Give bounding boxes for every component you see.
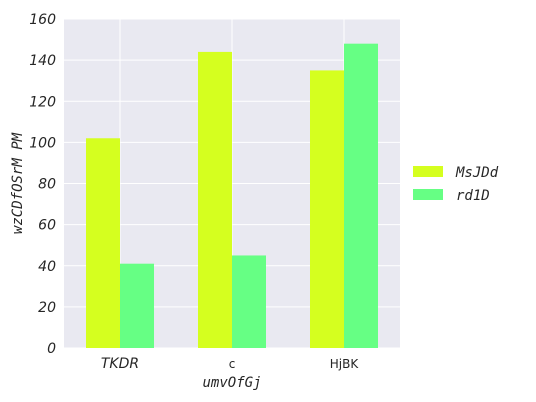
bar-rd1D-HjBK [344,43,378,349]
y-tick-label: 120 [29,94,56,110]
y-tick-label: 80 [38,177,56,193]
x-tick-label: c [229,357,236,371]
legend: MsJDd rd1D [413,165,499,204]
bar-rd1D-c [232,255,266,348]
bar-MsJDd-c [198,51,232,349]
y-axis-ticks: 0 20 40 60 80 100 120 140 160 [29,12,56,357]
bar-MsJDd-HjBK [310,70,344,348]
y-tick-label: 160 [29,12,56,28]
y-tick-label: 0 [47,341,56,357]
bar-rd1D-TKDR [120,263,154,348]
y-tick-label: 40 [38,259,56,275]
legend-label-MsJDd: MsJDd [455,165,499,181]
x-axis-ticks: TKDR c HjBK [101,356,359,372]
legend-label-rd1D: rd1D [456,188,490,204]
legend-swatch-rd1D [413,189,443,200]
bars [86,43,378,349]
legend-swatch-MsJDd [413,166,443,177]
y-tick-label: 140 [29,53,56,69]
x-tick-label: TKDR [101,356,139,372]
x-tick-label: HjBK [330,357,360,371]
x-axis-label: umvOfGj [202,375,261,391]
y-tick-label: 100 [29,135,56,151]
bar-MsJDd-TKDR [86,138,120,348]
y-axis-label: wzCDfOSrM PM [10,132,26,234]
y-tick-label: 60 [38,218,56,234]
y-tick-label: 20 [38,300,56,316]
